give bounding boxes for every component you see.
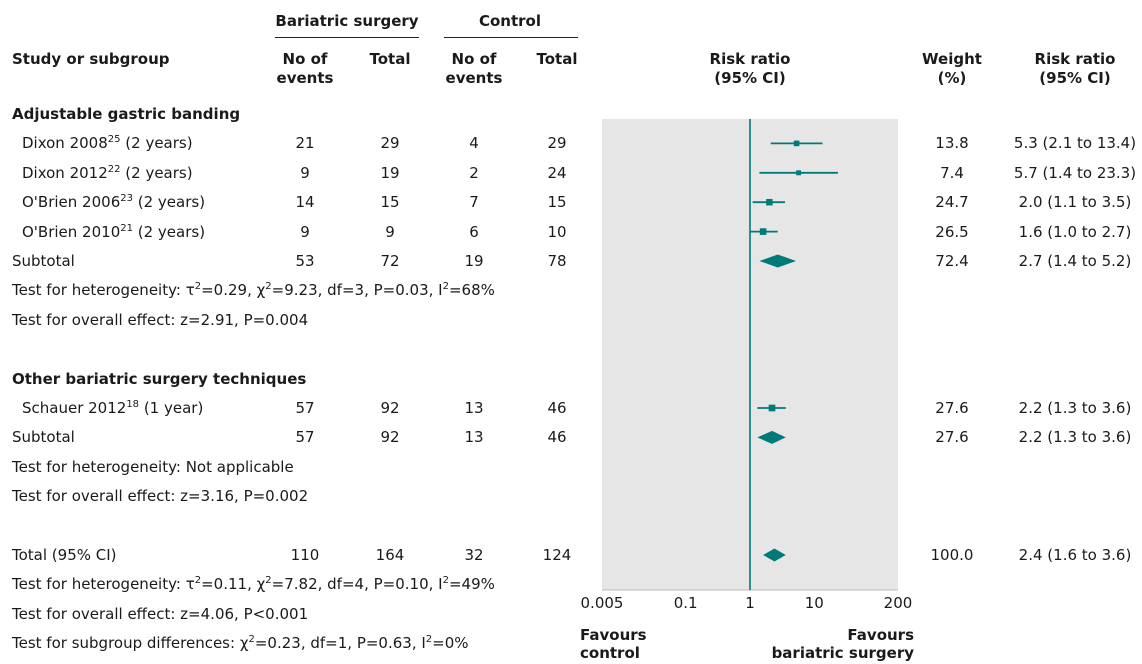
subtotal-label: Subtotal: [12, 252, 75, 270]
study-name: O'Brien 200623 (2 years): [22, 193, 206, 212]
favours-bariatric-label: Favours bariatric surgery: [771, 626, 914, 662]
pooled-estimate-diamond: [757, 430, 786, 444]
study-column-header: Study or subgroup: [12, 50, 170, 68]
study-name: O'Brien 201021 (2 years): [22, 222, 206, 241]
weight-header: Weight (%): [922, 50, 982, 87]
risk-ratio-ci-text: 2.4 (1.6 to 3.6): [1018, 546, 1132, 564]
test-statistic-note: Test for overall effect: z=4.06, P<0.001: [12, 604, 309, 623]
risk-ratio-plot-header: Risk ratio (95% CI): [709, 50, 791, 87]
total-bariatric: 19: [380, 163, 400, 182]
subgroup-heading: Adjustable gastric banding: [12, 105, 241, 123]
weight-value: 27.6: [935, 428, 969, 447]
total-bariatric: 92: [380, 428, 400, 447]
events-control: 7: [469, 193, 479, 212]
weight-value: 72.4: [935, 252, 969, 270]
risk-ratio-text-header: Risk ratio (95% CI): [1034, 50, 1116, 87]
group-header-control: Control: [478, 12, 541, 30]
test-statistic-values: τ2=0.11, χ2=7.82, df=4, P=0.10, I2=49%: [185, 575, 495, 594]
events-control: 13: [464, 428, 484, 447]
x-tick-label: 1: [745, 594, 755, 612]
test-statistic-values: τ2=0.29, χ2=9.23, df=3, P=0.03, I2=68%: [185, 281, 495, 300]
pooled-estimate-diamond: [759, 254, 797, 268]
test-statistic-note: Test for heterogeneity: τ2=0.29, χ2=9.23…: [12, 281, 495, 300]
events-control: 6: [469, 222, 479, 241]
study-name: Dixon 200825 (2 years): [22, 134, 193, 153]
total-bariatric: 92: [380, 399, 400, 417]
total-control: 78: [547, 252, 567, 270]
total-control: 15: [547, 193, 567, 212]
risk-ratio-ci-text: 5.3 (2.1 to 13.4): [1013, 134, 1137, 153]
point-estimate-marker: [766, 198, 773, 206]
pooled-estimate-diamond: [763, 548, 786, 562]
risk-ratio-ci-text: 2.2 (1.3 to 3.6): [1018, 399, 1132, 417]
total-control: 46: [547, 428, 567, 447]
test-statistic-note: Test for heterogeneity: Not applicable: [12, 457, 294, 476]
study-name: Schauer 201218 (1 year): [22, 399, 204, 417]
total-control: 10: [547, 222, 567, 241]
total-control: 46: [547, 399, 567, 417]
weight-value: 26.5: [935, 222, 969, 241]
group-rule-bariatric: [275, 37, 419, 38]
events-bariatric: 9: [300, 163, 310, 182]
test-statistic-note: Test for overall effect: z=3.16, P=0.002: [12, 487, 309, 506]
total-bariatric: 72: [380, 252, 400, 270]
total-bariatric: 29: [380, 134, 400, 153]
weight-value: 24.7: [935, 193, 969, 212]
total-control: 124: [542, 546, 572, 564]
risk-ratio-ci-text: 5.7 (1.4 to 23.3): [1013, 163, 1137, 182]
favours-control-label: Favours control: [580, 626, 647, 662]
total-control: 29: [547, 134, 567, 153]
total-bariatric: 164: [375, 546, 405, 564]
events-header-control: No of events: [445, 50, 503, 87]
events-control: 2: [469, 163, 479, 182]
weight-value: 13.8: [935, 134, 969, 153]
group-rule-control: [444, 37, 578, 38]
risk-ratio-ci-text: 1.6 (1.0 to 2.7): [1018, 222, 1132, 241]
total-control: 24: [547, 163, 567, 182]
weight-value: 27.6: [935, 399, 969, 417]
events-bariatric: 14: [295, 193, 315, 212]
test-statistic-note: Test for subgroup differences: χ2=0.23, …: [12, 634, 469, 653]
point-estimate-marker: [793, 140, 800, 147]
group-header-bariatric: Bariatric surgery: [275, 12, 419, 30]
test-statistic-note: Test for overall effect: z=2.91, P=0.004: [12, 310, 309, 329]
events-bariatric: 57: [295, 428, 315, 447]
subtotal-label: Subtotal: [12, 428, 75, 447]
events-control: 13: [464, 399, 484, 417]
subgroup-heading: Other bariatric surgery techniques: [12, 369, 307, 388]
total-header-control: Total: [536, 50, 578, 68]
subtotal-label: Total (95% CI): [12, 546, 117, 564]
risk-ratio-ci-text: 2.0 (1.1 to 3.5): [1018, 193, 1132, 212]
risk-ratio-ci-text: 2.2 (1.3 to 3.6): [1018, 428, 1132, 447]
x-tick-label: 0.005: [580, 594, 624, 612]
events-control: 4: [469, 134, 479, 153]
point-estimate-marker: [768, 404, 776, 412]
total-bariatric: 9: [385, 222, 395, 241]
test-statistic-note: Test for heterogeneity: τ2=0.11, χ2=7.82…: [12, 575, 495, 594]
total-bariatric: 15: [380, 193, 400, 212]
events-control: 19: [464, 252, 484, 270]
events-bariatric: 21: [295, 134, 315, 153]
test-statistic-values: χ2=0.23, df=1, P=0.63, I2=0%: [239, 634, 469, 653]
x-tick-label: 0.1: [673, 594, 698, 612]
risk-ratio-ci-text: 2.7 (1.4 to 5.2): [1018, 252, 1132, 270]
events-header-bariatric: No of events: [276, 50, 334, 87]
events-bariatric: 53: [295, 252, 315, 270]
weight-value: 7.4: [940, 163, 964, 182]
weight-value: 100.0: [930, 546, 974, 564]
point-estimate-marker: [759, 228, 767, 235]
events-control: 32: [464, 546, 484, 564]
events-bariatric: 57: [295, 399, 315, 417]
total-header-bariatric: Total: [369, 50, 411, 68]
x-tick-label: 200: [883, 594, 913, 612]
events-bariatric: 110: [290, 546, 320, 564]
study-name: Dixon 201222 (2 years): [22, 163, 193, 182]
point-estimate-marker: [796, 170, 802, 176]
events-bariatric: 9: [300, 222, 310, 241]
x-tick-label: 10: [804, 594, 824, 612]
